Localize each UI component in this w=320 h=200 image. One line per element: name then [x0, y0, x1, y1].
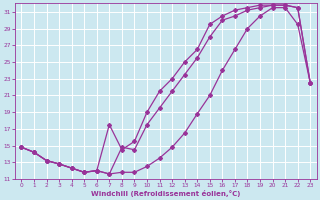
X-axis label: Windchill (Refroidissement éolien,°C): Windchill (Refroidissement éolien,°C)	[91, 190, 241, 197]
